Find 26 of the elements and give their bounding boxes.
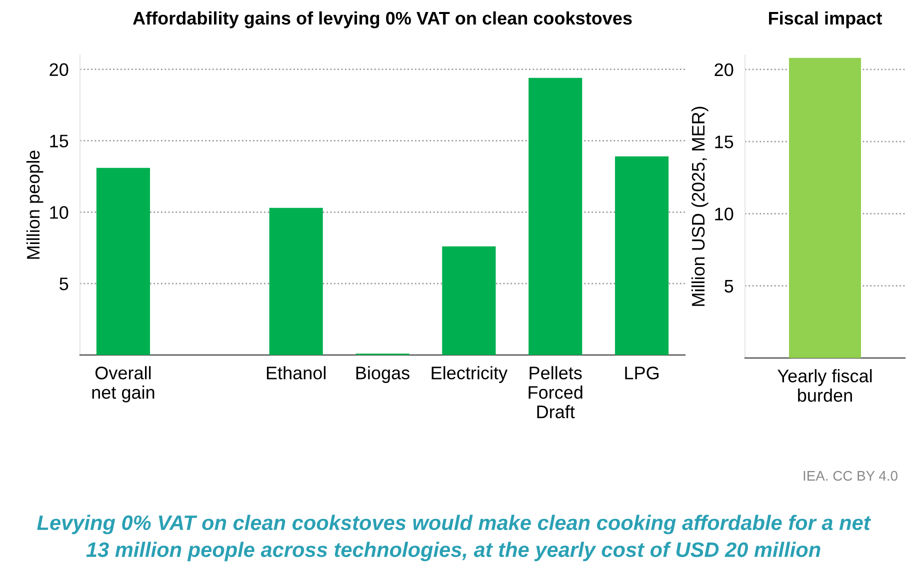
bar — [96, 168, 150, 355]
x-tick-label: Biogas — [356, 366, 410, 383]
bar — [269, 208, 323, 355]
x-tick-label: Electricity — [432, 366, 508, 383]
y-tick-label: 5 — [60, 278, 68, 290]
text: IEA. CC BY 4.0 — [804, 470, 898, 481]
bar — [442, 246, 496, 355]
y-tick-label: 5 — [724, 280, 734, 293]
y-tick-label: 15 — [50, 134, 68, 148]
chart-title: Affordability gains of levying 0% VAT on clean cookstoves — [132, 11, 632, 28]
x-tick-label: Pellets Forced Draft — [528, 366, 582, 418]
x-tick-label: Ethanol — [266, 366, 326, 380]
chart-title: Fiscal impact — [769, 11, 882, 28]
y-axis-title: Million people — [26, 150, 44, 259]
x-tick-label: Yearly fiscal burden — [778, 369, 872, 402]
bar — [528, 78, 582, 355]
y-tick-label: 20 — [714, 63, 734, 76]
y-tick-label: 10 — [50, 206, 68, 219]
y-tick-label: 20 — [50, 63, 68, 76]
text: Levying 0% VAT on clean cookstoves would make clean cooking affordable for a net 13 million people across technologies, at the yearly cost of USD 20 million — [37, 514, 872, 562]
y-axis-title: Million USD (2025, MER) — [691, 106, 708, 306]
bar — [614, 156, 669, 355]
x-tick-label: LPG — [625, 366, 658, 380]
x-tick-label: Overall net gain — [92, 366, 154, 402]
y-tick-label: 15 — [715, 136, 734, 148]
y-tick-label: 10 — [715, 208, 734, 220]
